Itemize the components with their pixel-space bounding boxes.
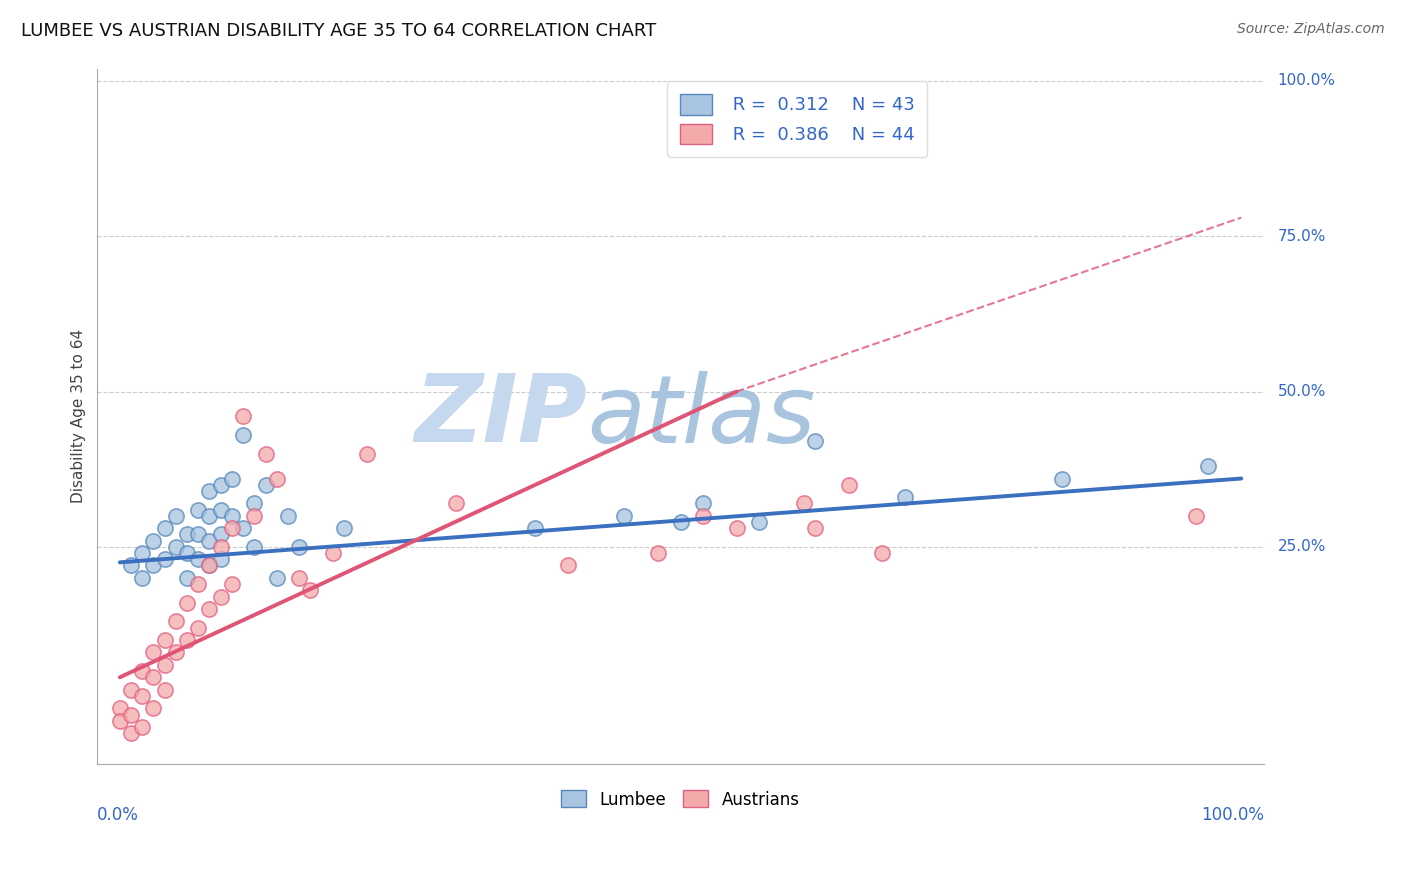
Point [669,515,692,529]
Point [187,621,209,635]
Point [1050,471,1073,485]
Point [142,645,165,659]
Point [838,477,860,491]
Point [209,552,232,566]
Point [165,615,187,629]
Point [444,496,467,510]
Text: Source: ZipAtlas.com: Source: ZipAtlas.com [1237,22,1385,37]
Point [153,657,176,672]
Point [804,521,827,535]
Point [692,496,714,510]
Point [277,508,299,523]
Point [131,664,153,678]
Text: 25.0%: 25.0% [1278,540,1326,554]
Point [198,533,221,548]
Point [198,508,221,523]
Point [266,571,288,585]
Point [142,558,165,573]
Point [142,670,165,684]
Point [221,508,243,523]
Point [692,508,714,523]
Point [221,577,243,591]
Text: 100.0%: 100.0% [1201,806,1264,824]
Point [187,502,209,516]
Point [804,434,827,449]
Point [254,447,277,461]
Point [108,714,131,728]
Point [613,508,636,523]
Point [1185,508,1208,523]
Text: LUMBEE VS AUSTRIAN DISABILITY AGE 35 TO 64 CORRELATION CHART: LUMBEE VS AUSTRIAN DISABILITY AGE 35 TO … [21,22,657,40]
Point [187,527,209,541]
Point [142,533,165,548]
Point [288,540,311,554]
Point [243,508,266,523]
Point [187,552,209,566]
Point [120,726,142,740]
Point [165,540,187,554]
Point [198,602,221,616]
Point [108,701,131,715]
Point [176,527,198,541]
Point [153,682,176,697]
Point [322,546,344,560]
Point [209,590,232,604]
Point [131,689,153,703]
Point [209,477,232,491]
Point [153,633,176,648]
Point [266,471,288,485]
Point [1197,459,1219,474]
Point [254,477,277,491]
Point [232,409,254,424]
Point [131,720,153,734]
Text: ZIP: ZIP [415,370,588,462]
Legend: Lumbee, Austrians: Lumbee, Austrians [551,780,810,819]
Point [176,633,198,648]
Point [165,508,187,523]
Point [872,546,894,560]
Point [176,546,198,560]
Point [165,645,187,659]
Point [647,546,669,560]
Point [176,596,198,610]
Point [725,521,748,535]
Point [356,447,378,461]
Point [748,515,770,529]
Text: 50.0%: 50.0% [1278,384,1326,399]
Point [120,558,142,573]
Text: 0.0%: 0.0% [97,806,139,824]
Point [131,571,153,585]
Point [232,521,254,535]
Point [187,577,209,591]
Point [523,521,546,535]
Point [198,558,221,573]
Point [299,583,322,598]
Point [153,521,176,535]
Point [557,558,579,573]
Text: 100.0%: 100.0% [1278,73,1336,88]
Point [793,496,815,510]
Point [209,527,232,541]
Point [176,571,198,585]
Text: atlas: atlas [588,371,815,462]
Point [209,540,232,554]
Point [209,502,232,516]
Text: 75.0%: 75.0% [1278,228,1326,244]
Point [153,552,176,566]
Point [333,521,356,535]
Point [198,483,221,498]
Point [131,546,153,560]
Point [221,521,243,535]
Point [120,682,142,697]
Point [243,540,266,554]
Point [142,701,165,715]
Point [232,428,254,442]
Point [120,707,142,722]
Y-axis label: Disability Age 35 to 64: Disability Age 35 to 64 [72,329,86,503]
Point [198,558,221,573]
Point [894,490,917,504]
Point [221,471,243,485]
Point [243,496,266,510]
Point [288,571,311,585]
